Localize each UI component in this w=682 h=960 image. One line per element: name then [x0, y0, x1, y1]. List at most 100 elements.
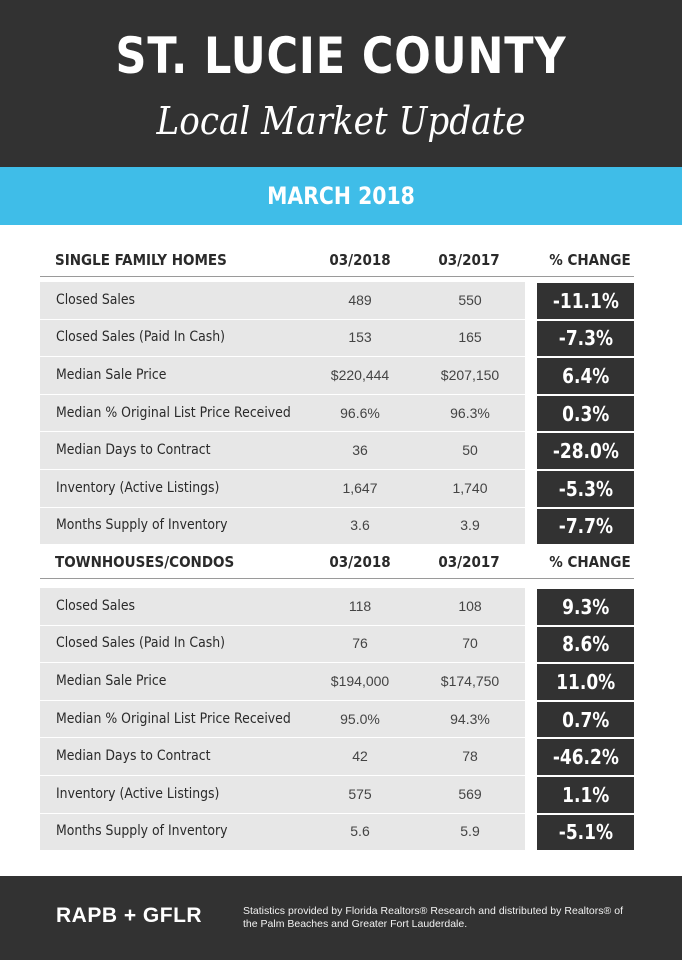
change-value: -11.1%: [552, 288, 619, 313]
row-background: [40, 356, 525, 394]
value-previous: 78: [462, 748, 478, 765]
month-label: MARCH 2018: [267, 182, 415, 210]
table-row: Closed Sales (Paid In Cash) 76 70 8.6%: [40, 624, 634, 663]
row-background: [40, 318, 525, 357]
row-label: Closed Sales (Paid In Cash): [56, 635, 225, 652]
change-badge: 9.3%: [537, 587, 634, 625]
value-previous: $207,150: [440, 366, 500, 383]
change-badge: 11.0%: [537, 662, 634, 700]
value-previous: 1,740: [452, 479, 488, 496]
row-label: Closed Sales (Paid In Cash): [56, 329, 225, 346]
value-previous: 50: [462, 442, 478, 459]
column-header-previous: 03/2017: [438, 251, 500, 269]
value-current: 118: [348, 597, 372, 614]
value-previous: 108: [458, 597, 482, 614]
row-label: Median Days to Contract: [56, 442, 211, 459]
change-value: 1.1%: [561, 782, 610, 807]
row-label: Closed Sales: [56, 597, 136, 614]
section-header-townhouses: TOWNHOUSES/CONDOS 03/2018 03/2017 % CHAN…: [40, 549, 634, 579]
change-badge: -5.3%: [537, 468, 634, 507]
change-badge: 6.4%: [537, 356, 634, 394]
row-background: [40, 774, 525, 813]
table-row: Median Sale Price $220,444 $207,150 6.4%: [40, 356, 634, 394]
row-label: Median Sale Price: [56, 366, 167, 383]
table-row: Median Days to Contract 36 50 -28.0%: [40, 431, 634, 469]
table-row: Months Supply of Inventory 5.6 5.9 -5.1%: [40, 812, 634, 851]
change-value: 0.7%: [561, 707, 610, 732]
value-current: 76: [352, 635, 368, 652]
column-header-change: % CHANGE: [549, 553, 631, 571]
header: ST. LUCIE COUNTY Local Market Update: [0, 0, 682, 167]
table-row: Inventory (Active Listings) 1,647 1,740 -5.…: [40, 468, 634, 507]
row-label: Closed Sales: [56, 291, 136, 308]
change-value: -5.3%: [558, 476, 613, 501]
table-row: Median Sale Price $194,000 $174,750 11.0%: [40, 662, 634, 700]
value-previous: 96.3%: [450, 404, 490, 421]
row-background: [40, 662, 525, 700]
change-badge: 0.3%: [537, 393, 634, 432]
change-value: 11.0%: [556, 669, 615, 694]
table-single-family: Closed Sales 489 550 -11.1% Closed Sales (Pa…: [40, 281, 634, 545]
value-current: $220,444: [330, 366, 390, 383]
value-current: 42: [352, 748, 368, 765]
value-current: 489: [348, 291, 372, 308]
row-label: Median Days to Contract: [56, 748, 211, 765]
row-background: [40, 431, 525, 469]
change-badge: 0.7%: [537, 699, 634, 738]
table-row: Months Supply of Inventory 3.6 3.9 -7.7%: [40, 506, 634, 545]
value-current: 153: [348, 329, 372, 346]
row-label: Inventory (Active Listings): [56, 785, 220, 802]
row-label: Median Sale Price: [56, 672, 167, 689]
page-title: ST. LUCIE COUNTY: [115, 27, 567, 85]
table-row: Median % Original List Price Received 95.…: [40, 699, 634, 738]
value-current: $194,000: [330, 672, 390, 689]
section-header-single-family: SINGLE FAMILY HOMES 03/2018 03/2017 % CH…: [40, 247, 634, 277]
value-previous: $174,750: [440, 672, 500, 689]
table-row: Median % Original List Price Received 96.…: [40, 393, 634, 432]
page-subtitle: Local Market Update: [156, 99, 526, 143]
row-label: Months Supply of Inventory: [56, 823, 228, 840]
row-label: Inventory (Active Listings): [56, 479, 220, 496]
change-value: 9.3%: [561, 594, 610, 619]
column-header-change: % CHANGE: [549, 251, 631, 269]
column-header-current: 03/2018: [329, 251, 391, 269]
change-badge: -28.0%: [537, 431, 634, 469]
month-banner: MARCH 2018: [0, 167, 682, 225]
footer-note: Statistics provided by Florida Realtors®…: [243, 905, 623, 930]
value-previous: 165: [458, 329, 482, 346]
change-badge: -46.2%: [537, 737, 634, 775]
value-current: 96.6%: [340, 404, 380, 421]
row-background: [40, 468, 525, 507]
table-townhouses: Closed Sales 118 108 9.3% Closed Sales (Paid…: [40, 587, 634, 851]
footer: RAPB + GFLR Statistics provided by Flori…: [0, 876, 682, 960]
change-value: -7.7%: [558, 514, 613, 539]
section-title: SINGLE FAMILY HOMES: [55, 251, 227, 269]
value-previous: 5.9: [460, 823, 480, 840]
brand-logo-text: RAPB + GFLR: [56, 904, 203, 927]
row-background: [40, 506, 525, 545]
table-row: Closed Sales 489 550 -11.1%: [40, 281, 634, 319]
table-row: Median Days to Contract 42 78 -46.2%: [40, 737, 634, 775]
change-value: -7.3%: [558, 326, 613, 351]
value-current: 575: [348, 785, 372, 802]
table-row: Inventory (Active Listings) 575 569 1.1%: [40, 774, 634, 813]
value-current: 36: [352, 442, 368, 459]
value-current: 5.6: [350, 823, 370, 840]
change-badge: -11.1%: [537, 281, 634, 319]
change-badge: -7.7%: [537, 506, 634, 545]
value-current: 3.6: [350, 517, 370, 534]
row-background: [40, 281, 525, 319]
row-background: [40, 699, 525, 738]
change-value: 6.4%: [561, 363, 610, 388]
row-background: [40, 624, 525, 663]
change-value: 8.6%: [561, 632, 610, 657]
row-background: [40, 393, 525, 432]
value-previous: 3.9: [460, 517, 480, 534]
row-label: Median % Original List Price Received: [56, 710, 291, 727]
row-background: [40, 812, 525, 851]
row-background: [40, 587, 525, 625]
value-previous: 70: [462, 635, 478, 652]
change-badge: -5.1%: [537, 812, 634, 851]
change-value: -28.0%: [552, 439, 619, 464]
change-value: -5.1%: [558, 820, 613, 845]
